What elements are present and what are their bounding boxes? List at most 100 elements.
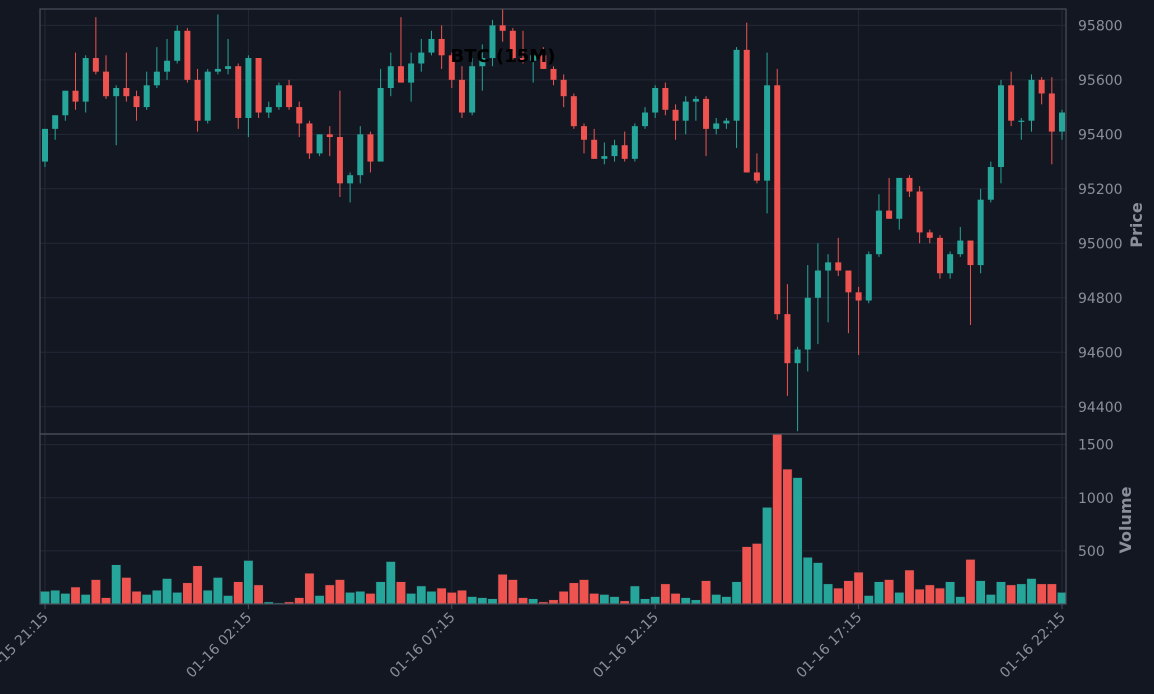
volume-bar: [151, 589, 162, 605]
candle-body: [875, 210, 882, 255]
candle-body: [387, 66, 394, 89]
candle-body: [957, 240, 964, 255]
candle-body: [174, 30, 181, 61]
candle-body: [499, 25, 506, 31]
candle-body: [204, 71, 211, 121]
volume-bar: [395, 581, 406, 605]
candle-body: [560, 79, 567, 97]
candle-body: [682, 101, 689, 121]
volume-bar: [223, 595, 234, 605]
price-tick-label: 95400: [1078, 127, 1123, 143]
volume-tick-label: 500: [1078, 544, 1105, 560]
candle-body: [672, 109, 679, 121]
candle-body: [133, 96, 140, 108]
candle-body: [896, 177, 903, 219]
candle-body: [52, 115, 59, 129]
candle-body: [591, 139, 598, 159]
volume-bar: [945, 581, 956, 605]
candle-body: [977, 199, 984, 266]
volume-bar: [1057, 592, 1068, 605]
volume-bar: [690, 599, 701, 605]
candle-body: [621, 145, 628, 159]
volume-bar: [640, 598, 651, 605]
candle-body: [835, 262, 842, 271]
volume-bar: [934, 587, 945, 605]
candle-body: [153, 71, 160, 86]
volume-bar: [629, 585, 640, 605]
volume-bar: [416, 585, 427, 605]
volume-bar: [548, 599, 559, 605]
candle-body: [733, 49, 740, 121]
candle-body: [1038, 79, 1045, 94]
volume-bar: [802, 556, 813, 605]
candle-body: [397, 66, 404, 83]
volume-bar: [558, 590, 569, 605]
candle-body: [367, 134, 374, 162]
candle-body: [438, 38, 445, 56]
candle-body: [570, 96, 577, 127]
volume-bar: [39, 590, 50, 605]
candle-body: [326, 134, 333, 138]
candle-body: [662, 88, 669, 110]
volume-bar: [497, 573, 508, 605]
price-tick-label: 95200: [1078, 182, 1123, 198]
volume-bar: [914, 588, 925, 605]
candle-body: [581, 126, 588, 140]
candle-body: [123, 88, 130, 97]
candle-body: [794, 349, 801, 364]
candle-body: [347, 175, 354, 184]
volume-bar: [843, 580, 854, 605]
volume-bar: [406, 593, 417, 605]
volume-bar: [782, 468, 793, 605]
volume-bar: [487, 598, 498, 605]
candle-body: [692, 98, 699, 102]
volume-bar: [1026, 578, 1037, 605]
volume-bar: [162, 578, 173, 605]
candle-body: [245, 58, 252, 118]
candle-body: [601, 156, 608, 159]
volume-bar: [121, 577, 132, 605]
volume-bar: [711, 594, 722, 605]
volume-bar: [741, 546, 752, 605]
volume-bar: [233, 581, 244, 605]
volume-bar: [202, 589, 213, 605]
volume-bar: [995, 581, 1006, 605]
volume-bar: [792, 477, 803, 605]
volume-bar: [955, 596, 966, 605]
candle-body: [92, 58, 99, 72]
candle-body: [225, 66, 232, 69]
candle-body: [286, 85, 293, 108]
candle-body: [916, 191, 923, 233]
volume-bar: [650, 596, 661, 605]
volume-bar: [924, 584, 935, 605]
volume-bar: [833, 587, 844, 605]
volume-tick-label: 1000: [1078, 491, 1114, 507]
candle-body: [164, 60, 171, 72]
candle-body: [540, 55, 547, 69]
volume-bar: [172, 592, 183, 605]
volume-bar: [904, 569, 915, 605]
candle-body: [743, 49, 750, 173]
volume-axis-title: Volume: [1116, 486, 1135, 553]
price-tick-label: 95600: [1078, 73, 1123, 89]
candle-body: [479, 58, 486, 67]
volume-bar: [253, 584, 264, 605]
candle-body: [377, 88, 384, 162]
volume-bar: [517, 597, 528, 605]
volume-bar: [101, 597, 112, 605]
candle-body: [143, 85, 150, 108]
volume-bar: [477, 597, 488, 605]
volume-bar: [314, 595, 325, 605]
volume-tick-label: 1500: [1078, 438, 1114, 454]
volume-bar: [1046, 583, 1057, 605]
volume-bar: [456, 589, 467, 605]
price-tick-label: 94600: [1078, 345, 1123, 361]
candle-body: [550, 68, 557, 80]
candle-body: [642, 112, 649, 127]
candle-body: [448, 55, 455, 80]
candle-body: [825, 262, 832, 271]
candle-body: [713, 123, 720, 129]
volume-bar: [751, 543, 762, 605]
candle-body: [855, 292, 862, 301]
volume-bar: [50, 589, 61, 605]
